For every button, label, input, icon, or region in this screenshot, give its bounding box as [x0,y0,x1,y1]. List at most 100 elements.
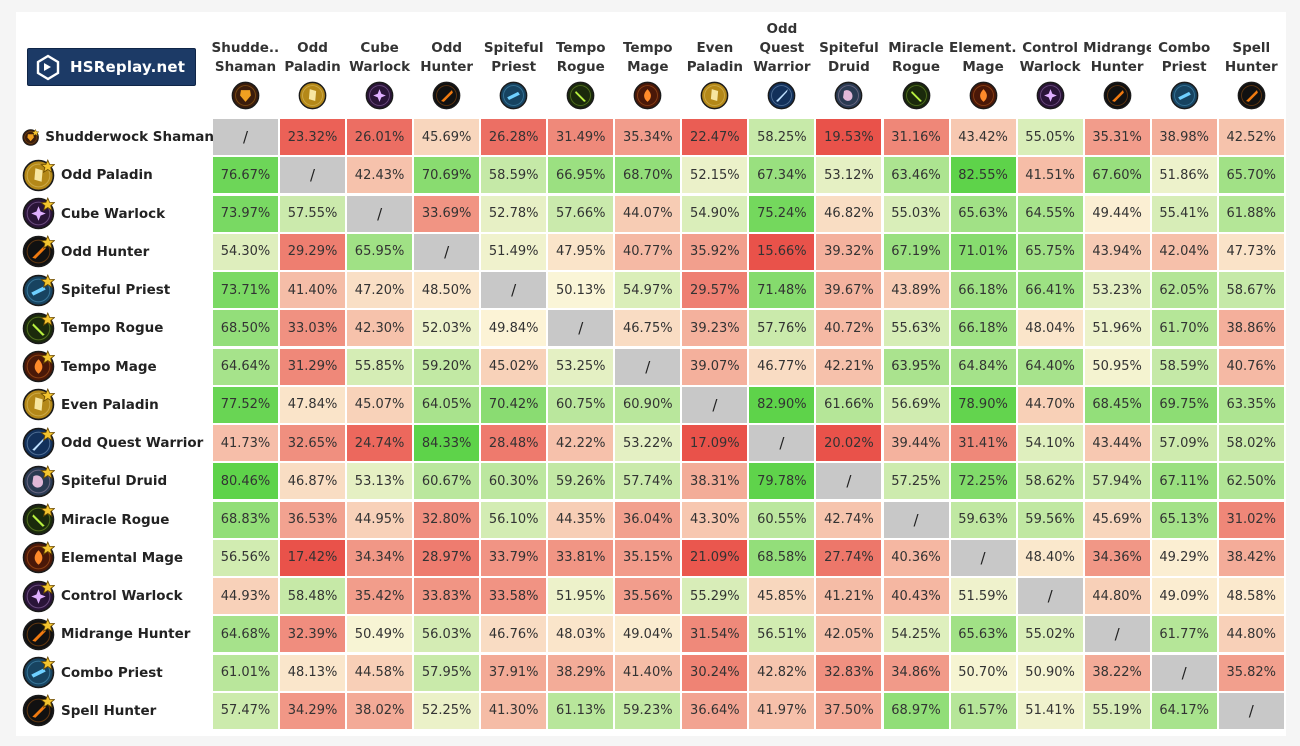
heatmap-cell[interactable]: 64.05% [414,386,480,423]
heatmap-cell[interactable]: 73.71% [213,272,278,308]
heatmap-cell[interactable]: 58.02% [1218,425,1284,461]
heatmap-cell[interactable]: 61.70% [1151,310,1217,347]
heatmap-cell[interactable]: 43.30% [682,501,748,538]
mirror-cell[interactable]: / [213,119,278,155]
heatmap-cell[interactable]: 39.32% [816,233,882,270]
heatmap-cell[interactable]: 36.04% [615,501,681,538]
heatmap-cell[interactable]: 34.29% [280,692,346,729]
heatmap-cell[interactable]: 67.34% [749,157,815,194]
heatmap-cell[interactable]: 42.74% [816,501,882,538]
heatmap-cell[interactable]: 29.57% [682,272,748,308]
heatmap-cell[interactable]: 53.13% [347,463,413,500]
heatmap-cell[interactable]: 71.01% [950,233,1016,270]
heatmap-cell[interactable]: 43.44% [1084,425,1150,461]
row-header-spell-hunter[interactable]: Spell Hunter [22,693,214,729]
heatmap-cell[interactable]: 40.77% [615,233,681,270]
heatmap-cell[interactable]: 48.04% [1017,310,1083,347]
row-header-spiteful-priest[interactable]: Spiteful Priest [22,272,214,308]
heatmap-cell[interactable]: 57.94% [1084,463,1150,500]
heatmap-cell[interactable]: 44.58% [347,654,413,691]
heatmap-cell[interactable]: 65.70% [1218,157,1284,194]
heatmap-cell[interactable]: 33.81% [548,539,614,576]
heatmap-cell[interactable]: 40.76% [1218,348,1284,385]
heatmap-cell[interactable]: 47.95% [548,233,614,270]
heatmap-cell[interactable]: 39.44% [883,425,949,461]
heatmap-cell[interactable]: 43.94% [1084,233,1150,270]
heatmap-cell[interactable]: 70.42% [481,386,547,423]
row-header-tempo-rogue[interactable]: Tempo Rogue [22,310,214,346]
heatmap-cell[interactable]: 33.83% [414,578,480,614]
row-header-even-paladin[interactable]: Even Paladin [22,387,214,423]
heatmap-cell[interactable]: 41.40% [280,272,346,308]
heatmap-cell[interactable]: 53.22% [615,425,681,461]
heatmap-cell[interactable]: 82.90% [749,386,815,423]
heatmap-cell[interactable]: 44.95% [347,501,413,538]
heatmap-cell[interactable]: 64.64% [213,348,278,385]
heatmap-cell[interactable]: 60.30% [481,463,547,500]
heatmap-cell[interactable]: 32.80% [414,501,480,538]
heatmap-cell[interactable]: 63.95% [883,348,949,385]
heatmap-cell[interactable]: 64.55% [1017,195,1083,232]
heatmap-cell[interactable]: 36.53% [280,501,346,538]
column-header-tempo-rogue[interactable]: Tempo Rogue [549,14,613,114]
heatmap-cell[interactable]: 59.63% [950,501,1016,538]
heatmap-cell[interactable]: 61.57% [950,692,1016,729]
column-header-odd-hunter[interactable]: Odd Hunter [415,14,479,114]
heatmap-cell[interactable]: 35.42% [347,578,413,614]
heatmap-cell[interactable]: 26.28% [481,119,547,155]
heatmap-cell[interactable]: 35.92% [682,233,748,270]
heatmap-cell[interactable]: 42.82% [749,654,815,691]
heatmap-cell[interactable]: 56.56% [213,539,278,576]
heatmap-cell[interactable]: 50.13% [548,272,614,308]
column-header-spiteful-druid[interactable]: Spiteful Druid [817,14,881,114]
heatmap-cell[interactable]: 78.90% [950,386,1016,423]
heatmap-cell[interactable]: 27.74% [816,539,882,576]
mirror-cell[interactable]: / [414,233,480,270]
heatmap-cell[interactable]: 41.97% [749,692,815,729]
heatmap-cell[interactable]: 53.25% [548,348,614,385]
heatmap-cell[interactable]: 49.09% [1151,578,1217,614]
heatmap-cell[interactable]: 41.40% [615,654,681,691]
column-header-combo-priest[interactable]: Combo Priest [1152,14,1216,114]
heatmap-cell[interactable]: 64.40% [1017,348,1083,385]
heatmap-cell[interactable]: 49.04% [615,616,681,653]
heatmap-cell[interactable]: 57.55% [280,195,346,232]
heatmap-cell[interactable]: 71.48% [749,272,815,308]
heatmap-cell[interactable]: 57.47% [213,692,278,729]
heatmap-cell[interactable]: 60.55% [749,501,815,538]
heatmap-cell[interactable]: 55.19% [1084,692,1150,729]
heatmap-cell[interactable]: 47.73% [1218,233,1284,270]
heatmap-cell[interactable]: 67.19% [883,233,949,270]
heatmap-cell[interactable]: 35.31% [1084,119,1150,155]
row-header-control-warlock[interactable]: Control Warlock [22,578,214,614]
heatmap-cell[interactable]: 49.29% [1151,539,1217,576]
heatmap-cell[interactable]: 17.42% [280,539,346,576]
heatmap-cell[interactable]: 55.02% [1017,616,1083,653]
heatmap-cell[interactable]: 58.59% [1151,348,1217,385]
heatmap-cell[interactable]: 57.76% [749,310,815,347]
heatmap-cell[interactable]: 46.77% [749,348,815,385]
heatmap-cell[interactable]: 56.10% [481,501,547,538]
heatmap-cell[interactable]: 35.34% [615,119,681,155]
row-header-combo-priest[interactable]: Combo Priest [22,655,214,691]
heatmap-cell[interactable]: 56.69% [883,386,949,423]
heatmap-cell[interactable]: 58.59% [481,157,547,194]
row-header-odd-hunter[interactable]: Odd Hunter [22,234,214,270]
heatmap-cell[interactable]: 70.69% [414,157,480,194]
heatmap-cell[interactable]: 48.50% [414,272,480,308]
heatmap-cell[interactable]: 44.80% [1218,616,1284,653]
heatmap-cell[interactable]: 51.41% [1017,692,1083,729]
heatmap-cell[interactable]: 66.41% [1017,272,1083,308]
heatmap-cell[interactable]: 76.67% [213,157,278,194]
column-header-shudderwock-shaman[interactable]: Shudde... Shaman [212,14,280,114]
column-header-miracle-rogue[interactable]: Miracle Rogue [884,14,948,114]
heatmap-cell[interactable]: 41.51% [1017,157,1083,194]
heatmap-cell[interactable]: 52.03% [414,310,480,347]
row-header-odd-quest-warrior[interactable]: Odd Quest Warrior [22,425,214,461]
heatmap-cell[interactable]: 57.95% [414,654,480,691]
heatmap-cell[interactable]: 44.70% [1017,386,1083,423]
mirror-cell[interactable]: / [280,157,346,194]
heatmap-cell[interactable]: 42.43% [347,157,413,194]
heatmap-cell[interactable]: 46.82% [816,195,882,232]
column-header-control-warlock[interactable]: Control Warlock [1018,14,1082,114]
